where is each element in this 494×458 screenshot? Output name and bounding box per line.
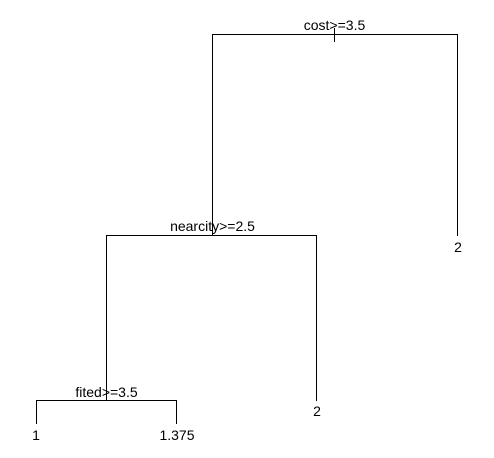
leaf-fited-right: 1.375 <box>159 427 194 443</box>
fited-split: fited>=3.5 <box>36 384 177 424</box>
nearcity-split: nearcity>=2.5 <box>106 218 317 401</box>
leaf-fited-left: 1 <box>32 427 40 443</box>
fited-split-label: fited>=3.5 <box>75 384 137 400</box>
leaf-nearcity-right: 2 <box>313 403 321 419</box>
leaf-root-right: 2 <box>454 239 462 255</box>
root-split-label: cost>=3.5 <box>304 17 366 33</box>
nearcity-split-label: nearcity>=2.5 <box>170 218 255 234</box>
root-split: cost>=3.5 <box>212 17 458 236</box>
